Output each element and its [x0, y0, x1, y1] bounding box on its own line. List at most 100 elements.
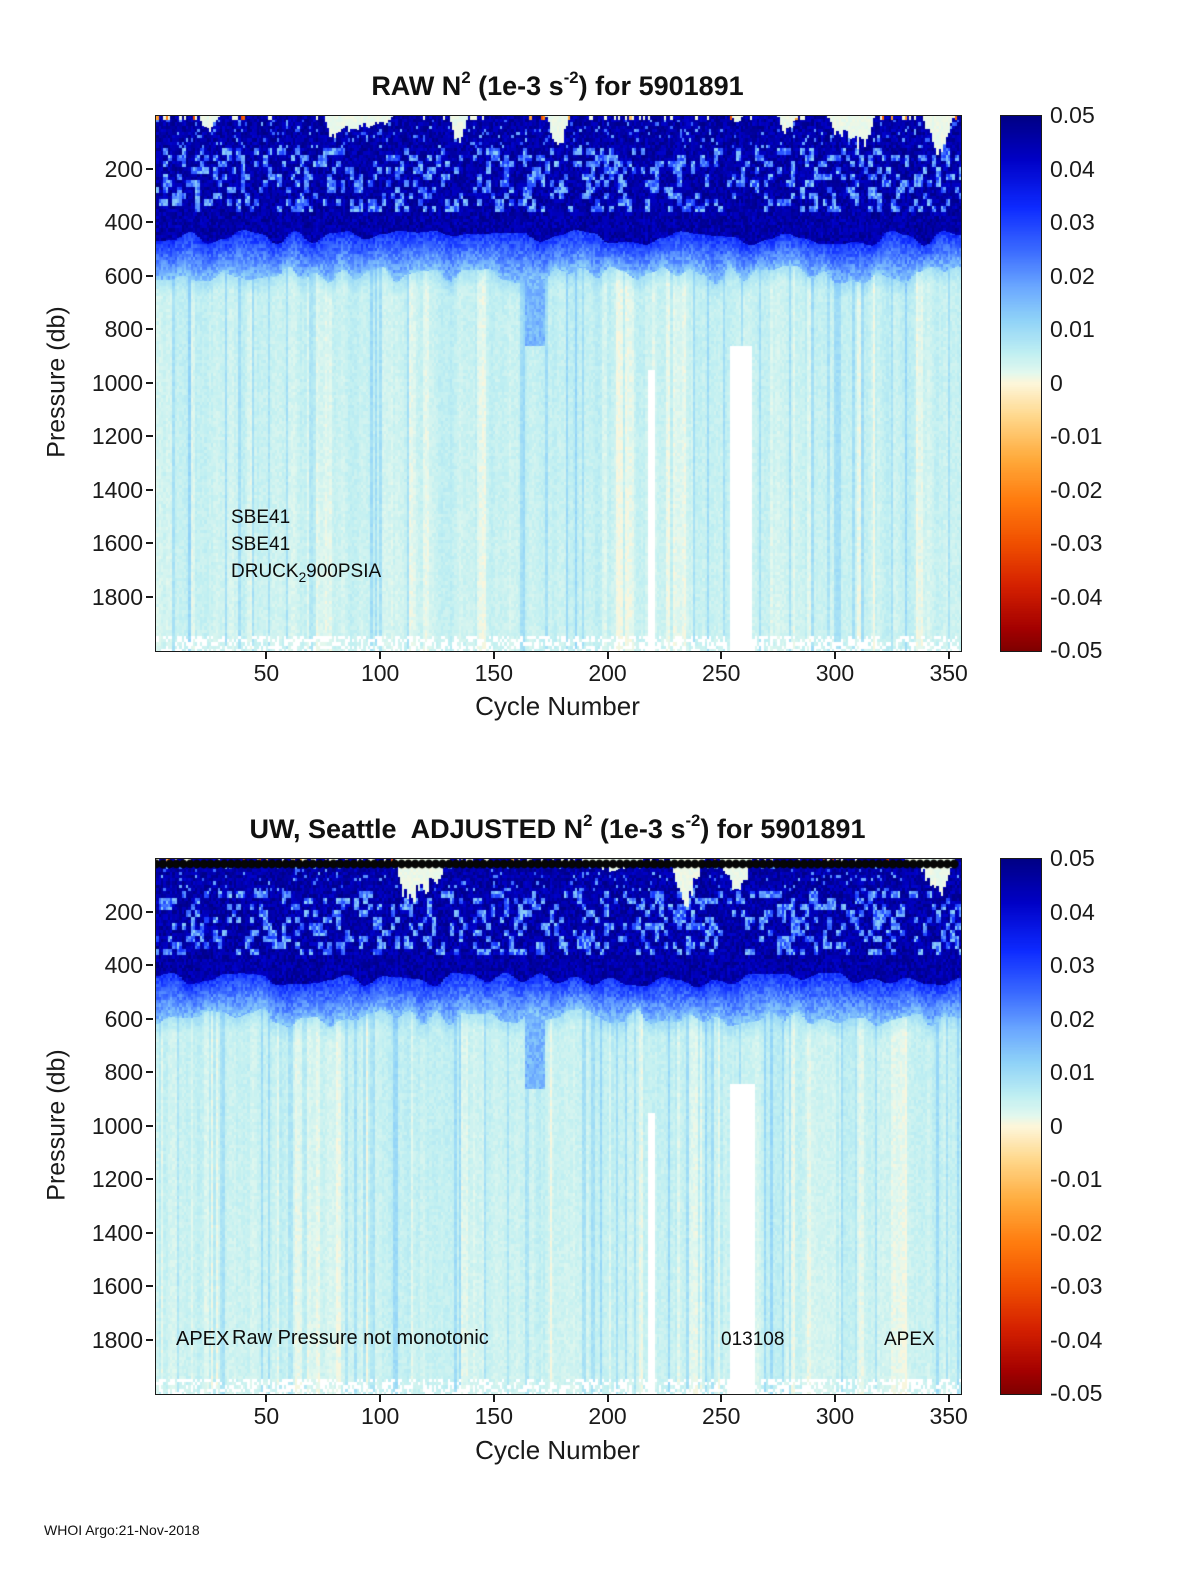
y-tick-label: 1400	[91, 476, 143, 503]
y-tick-mark	[146, 381, 153, 384]
y-tick-label: 800	[104, 316, 143, 342]
y-tick-mark	[146, 167, 153, 170]
y-tick-label: 1400	[91, 1219, 143, 1246]
chart-title-adjusted: UW, Seattle ADJUSTED N2 (1e-3 s-2) for 5…	[155, 810, 960, 845]
x-tick-mark	[606, 1395, 609, 1402]
y-tick-mark	[146, 595, 153, 598]
druck-subscript: 2	[298, 569, 307, 585]
colorbar-tick-label: -0.04	[1050, 1326, 1103, 1353]
y-tick-label: 200	[104, 898, 143, 925]
druck-text: 900PSIA	[306, 561, 382, 582]
annotation-pressure-warning: Raw Pressure not monotonic	[232, 1327, 489, 1349]
title-superscript: -2	[563, 67, 579, 87]
y-tick-mark	[146, 1231, 153, 1234]
x-tick-label: 50	[253, 660, 280, 686]
x-tick-mark	[492, 1395, 495, 1402]
title-text: (1e-3 s	[470, 71, 564, 101]
x-tick-label: 250	[702, 1403, 741, 1429]
title-text: UW, Seattle ADJUSTED N	[249, 814, 584, 844]
x-tick-mark	[379, 1395, 382, 1402]
x-tick-mark	[492, 652, 495, 659]
y-tick-label: 400	[104, 952, 143, 978]
colorbar-tick-label: -0.02	[1050, 476, 1103, 503]
x-tick-mark	[720, 652, 723, 659]
x-axis-label: Cycle Number	[475, 691, 640, 721]
y-tick-mark	[146, 1178, 153, 1180]
x-tick-label: 150	[474, 660, 513, 686]
colorbar-tick-label: -0.04	[1050, 583, 1103, 610]
colorbar-tick-label: 0	[1050, 1112, 1063, 1139]
title-text: RAW N	[371, 71, 462, 101]
colorbar-tick-label: 0.01	[1050, 316, 1095, 342]
colorbar-gradient	[1001, 859, 1041, 1394]
title-text: ) for 5901891	[578, 71, 744, 101]
y-tick-mark	[146, 1017, 153, 1020]
colorbar-tick-label: 0.04	[1050, 898, 1095, 925]
colorbar-raw	[1000, 115, 1042, 652]
colorbar-gradient	[1001, 116, 1041, 651]
colorbar-tick-label: -0.01	[1050, 423, 1103, 449]
y-tick-label: 200	[104, 155, 143, 182]
y-tick-label: 1000	[91, 1112, 143, 1139]
x-tick-mark	[947, 1395, 950, 1402]
annotation-sensor-1: SBE41	[231, 507, 291, 528]
y-tick-label: 1600	[91, 530, 143, 556]
y-tick-mark	[146, 435, 153, 437]
x-tick-label: 300	[815, 1403, 855, 1429]
title-text: ) for 5901891	[700, 814, 866, 844]
x-tick-mark	[606, 652, 609, 659]
x-tick-mark	[833, 1395, 836, 1402]
y-tick-mark	[146, 221, 153, 223]
colorbar-tick-label: -0.03	[1050, 1273, 1103, 1299]
y-tick-mark	[146, 1071, 153, 1073]
annotation-float-type-right: APEX	[884, 1329, 935, 1350]
y-tick-label: 1800	[91, 1326, 143, 1353]
colorbar-tick-label: -0.03	[1050, 530, 1103, 556]
druck-text: DRUCK	[231, 561, 299, 582]
y-tick-label: 800	[104, 1059, 143, 1085]
y-tick-mark	[146, 328, 153, 330]
colorbar-tick-label: -0.01	[1050, 1166, 1103, 1192]
y-tick-label: 600	[104, 262, 143, 289]
title-superscript: 2	[583, 810, 593, 830]
y-tick-mark	[146, 910, 153, 913]
x-tick-label: 350	[929, 660, 968, 686]
y-tick-label: 400	[104, 209, 143, 235]
title-superscript: 2	[461, 67, 471, 87]
x-tick-mark	[265, 1395, 268, 1402]
footer-credit: WHOI Argo:21-Nov-2018	[44, 1522, 200, 1538]
colorbar-tick-label: -0.05	[1050, 637, 1103, 663]
annotation-serial-number: 013108	[721, 1329, 785, 1350]
y-tick-label: 600	[104, 1005, 143, 1032]
title-text: (1e-3 s	[592, 814, 686, 844]
x-tick-label: 100	[360, 660, 400, 686]
colorbar-tick-label: 0.05	[1050, 102, 1095, 128]
x-tick-mark	[947, 652, 950, 659]
annotation-pressure-sensor: DRUCK2900PSIA	[231, 561, 381, 585]
colorbar-tick-label: 0.04	[1050, 155, 1095, 182]
colorbar-tick-label: -0.05	[1050, 1380, 1103, 1406]
y-tick-label: 1200	[91, 1166, 143, 1192]
y-tick-label: 1000	[91, 369, 143, 396]
adjusted-heatmap-canvas	[156, 859, 961, 1394]
x-tick-label: 150	[474, 1403, 513, 1429]
x-tick-mark	[379, 652, 382, 659]
colorbar-tick-label: 0.03	[1050, 952, 1095, 978]
y-tick-label: 1600	[91, 1273, 143, 1299]
x-tick-label: 200	[588, 1403, 627, 1429]
annotation-sensor-2: SBE41	[231, 534, 291, 555]
colorbar-tick-label: 0.02	[1050, 262, 1095, 289]
colorbar-tick-label: 0.03	[1050, 209, 1095, 235]
x-tick-mark	[833, 652, 836, 659]
y-tick-mark	[146, 488, 153, 491]
colorbar-tick-label: 0.01	[1050, 1059, 1095, 1085]
annotation-float-type-left: APEX	[176, 1328, 230, 1350]
y-tick-mark	[146, 1338, 153, 1341]
y-tick-label: 1200	[91, 423, 143, 449]
raw-heatmap-canvas	[156, 116, 961, 651]
title-superscript: -2	[685, 810, 701, 830]
x-axis-label: Cycle Number	[475, 1435, 640, 1465]
colorbar-tick-label: 0	[1050, 369, 1063, 396]
